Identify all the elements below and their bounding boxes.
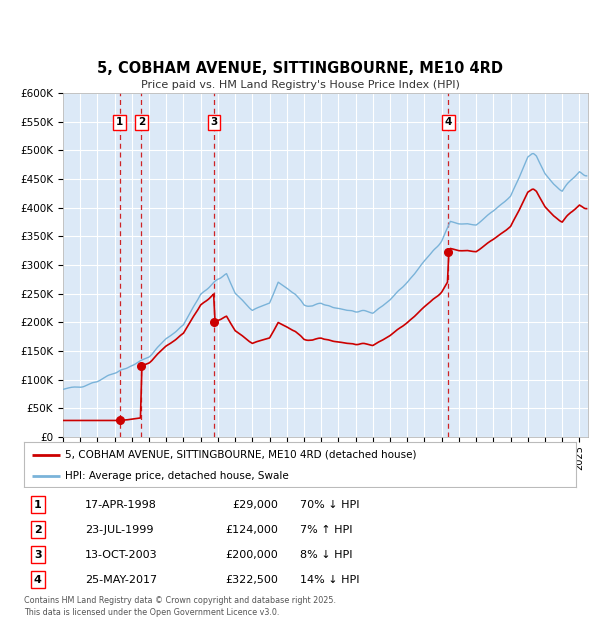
Text: 5, COBHAM AVENUE, SITTINGBOURNE, ME10 4RD: 5, COBHAM AVENUE, SITTINGBOURNE, ME10 4R…: [97, 61, 503, 76]
Text: 2: 2: [34, 525, 41, 534]
Text: 1: 1: [116, 117, 123, 127]
Text: 1: 1: [34, 500, 41, 510]
Text: 8% ↓ HPI: 8% ↓ HPI: [300, 549, 353, 560]
Text: 13-OCT-2003: 13-OCT-2003: [85, 549, 157, 560]
Text: HPI: Average price, detached house, Swale: HPI: Average price, detached house, Swal…: [65, 471, 289, 480]
Text: 3: 3: [34, 549, 41, 560]
Text: 17-APR-1998: 17-APR-1998: [85, 500, 157, 510]
Text: 5, COBHAM AVENUE, SITTINGBOURNE, ME10 4RD (detached house): 5, COBHAM AVENUE, SITTINGBOURNE, ME10 4R…: [65, 450, 417, 459]
Text: £29,000: £29,000: [232, 500, 278, 510]
Text: 3: 3: [211, 117, 218, 127]
Text: 4: 4: [34, 575, 42, 585]
Text: 70% ↓ HPI: 70% ↓ HPI: [300, 500, 359, 510]
Text: 4: 4: [445, 117, 452, 127]
Text: Price paid vs. HM Land Registry's House Price Index (HPI): Price paid vs. HM Land Registry's House …: [140, 80, 460, 90]
Text: £124,000: £124,000: [225, 525, 278, 534]
Text: £322,500: £322,500: [225, 575, 278, 585]
Text: 14% ↓ HPI: 14% ↓ HPI: [300, 575, 359, 585]
Text: 23-JUL-1999: 23-JUL-1999: [85, 525, 153, 534]
Text: 7% ↑ HPI: 7% ↑ HPI: [300, 525, 353, 534]
Text: 2: 2: [137, 117, 145, 127]
Text: Contains HM Land Registry data © Crown copyright and database right 2025.
This d: Contains HM Land Registry data © Crown c…: [24, 596, 336, 617]
Text: £200,000: £200,000: [225, 549, 278, 560]
Text: 25-MAY-2017: 25-MAY-2017: [85, 575, 157, 585]
